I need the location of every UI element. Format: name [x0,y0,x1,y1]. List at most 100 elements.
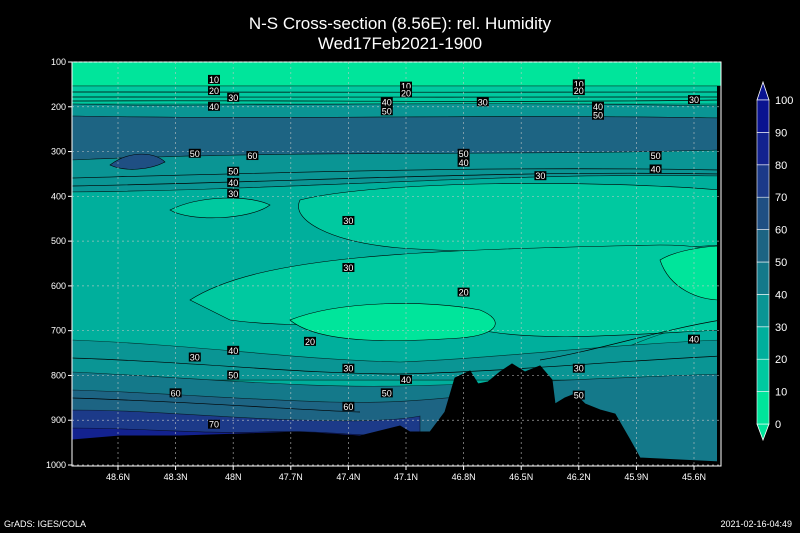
contour-label-bg [227,370,240,380]
contour-label-bg [380,106,393,116]
x-tick-label: 47.7N [279,472,303,482]
contour-label: 30 [188,352,201,363]
x-tick-label: 47.4N [336,472,360,482]
contour-line [72,397,361,413]
title-line-2: Wed17Feb2021-1900 [317,34,483,53]
contour-label-bg [380,388,393,398]
contour-label-text: 20 [459,288,469,298]
grid [72,61,721,466]
dry-core-right [659,245,721,301]
contour-label: 60 [246,151,259,161]
contour-label-text: 20 [574,86,584,96]
title-line-1: N-S Cross-section (8.56E): rel. Humidity [248,14,552,33]
contour-label: 10 [400,81,412,92]
contour-label-text: 30 [228,189,238,199]
contour-label: 50 [380,388,393,398]
contour-label: 30 [476,97,489,107]
contour-label: 50 [227,166,240,177]
y-tick-label: 600 [51,281,66,291]
x-tick-label: 48.3N [164,472,188,482]
contour-label: 50 [188,148,201,159]
y-tick-label: 800 [51,370,66,380]
contour-label-text: 40 [459,158,469,168]
contour-label: 50 [380,106,393,116]
contour-label-bg [188,148,201,158]
colorbar-segment [756,164,770,198]
colorbar-segment [756,261,770,295]
colorbar-label: 40 [775,289,787,301]
contour-label-text: 30 [535,171,545,181]
contour-label: 10 [572,79,585,89]
x-tick-label: 46.2N [567,472,591,482]
contour-label-text: 70 [209,420,219,430]
band-top-dry [72,62,721,87]
contour-label-bg [400,88,412,98]
x-tick-label: 48.6N [106,472,130,482]
x-tick-label: 47.1N [394,472,418,482]
contour-label-bg [688,334,700,344]
colorbar-label: 100 [775,95,793,107]
dry-core [289,303,496,341]
contour-label: 50 [592,110,604,121]
footer-credit: GrADS: IGES/COLA [4,519,87,529]
contour-label: 20 [304,336,316,347]
contour-label-text: 30 [343,364,353,374]
colorbar-label: 60 [775,225,787,237]
contour-label-text: 50 [228,370,238,380]
y-tick-label: 900 [51,415,66,425]
x-tick-label: 46.5N [509,472,533,482]
contour-line [72,96,721,98]
contour-label-text: 50 [593,111,603,121]
contour-label-text: 40 [689,335,699,345]
contour-label-text: 30 [190,353,200,363]
contour-label-bg [534,171,547,181]
contour-label-bg [457,157,470,167]
contour-label-bg [208,74,220,84]
contour-label-bg [400,374,412,384]
contour-label-text: 10 [574,79,584,89]
contour-label-text: 40 [382,97,392,107]
contour-label-text: 50 [228,167,238,177]
colorbar-segment [756,229,770,263]
contour-label: 50 [572,390,585,401]
contour-label-text: 30 [689,95,699,105]
contour-label-bg [342,363,355,373]
dry-pocket-left [169,197,271,219]
contour-label-bg [572,363,585,373]
plot-frame [71,61,722,467]
contour-label: 40 [649,164,662,174]
contour-label-bg [592,101,604,111]
contour-label-bg [169,388,182,398]
contour-label-bg [227,189,240,199]
colorbar-label: 90 [775,127,787,139]
contour-label: 40 [592,101,604,112]
y-tick-label: 300 [51,147,66,157]
contour-label-bg [649,151,662,161]
contour-label: 30 [227,189,240,199]
footer-timestamp: 2021-02-16-04:49 [720,519,792,529]
contour-label-bg [208,419,220,429]
contour-label-text: 50 [651,151,661,161]
y-tick-label: 100 [51,57,66,67]
colorbar-label: 10 [775,387,787,399]
contour-label-text: 20 [401,88,411,98]
contour-label-text: 10 [209,75,219,85]
colorbar-low-arrow [756,423,770,442]
y-tick-label: 500 [51,236,66,246]
y-tick-label: 1000 [46,460,66,470]
contour-label-bg [208,86,220,96]
contour-label-bg [457,287,470,297]
contour-label-text: 30 [343,216,353,226]
contour-label-text: 40 [209,102,219,112]
colorbar-label: 50 [775,257,787,269]
contour-label-bg [188,352,201,362]
x-tick-label: 45.6N [682,472,706,482]
right-edge [717,86,721,466]
contour-label-bg [342,215,355,225]
contour-label-bg [227,92,240,102]
x-axis: 48.6N 48.3N 48N 47.7N 47.4N 47.1N 46.8N 46.5N 46… [106,466,706,482]
contour-line [72,172,721,187]
contour-label: 40 [457,157,470,168]
contour-label: 30 [342,262,355,273]
contour-label-text: 30 [478,97,488,107]
